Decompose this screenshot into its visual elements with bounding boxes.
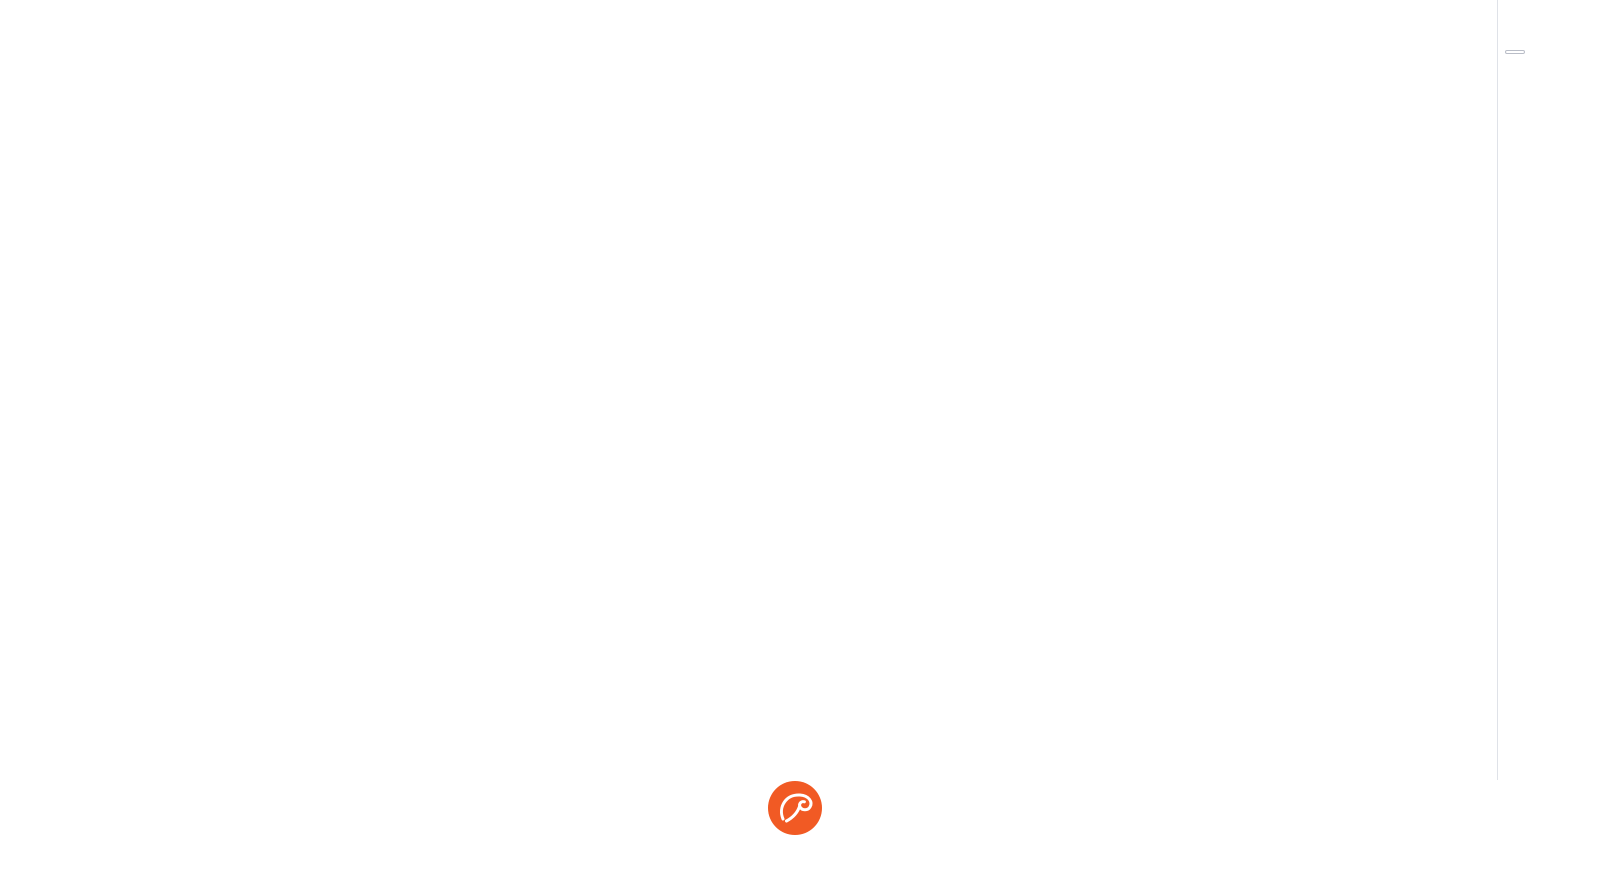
fxopen-logo	[767, 780, 833, 836]
fxopen-logo-icon	[768, 781, 822, 835]
ohlc-legend	[10, 50, 38, 64]
currency-toggle[interactable]	[1505, 50, 1525, 54]
time-axis[interactable]	[0, 758, 1497, 780]
price-axis[interactable]	[1497, 0, 1600, 780]
